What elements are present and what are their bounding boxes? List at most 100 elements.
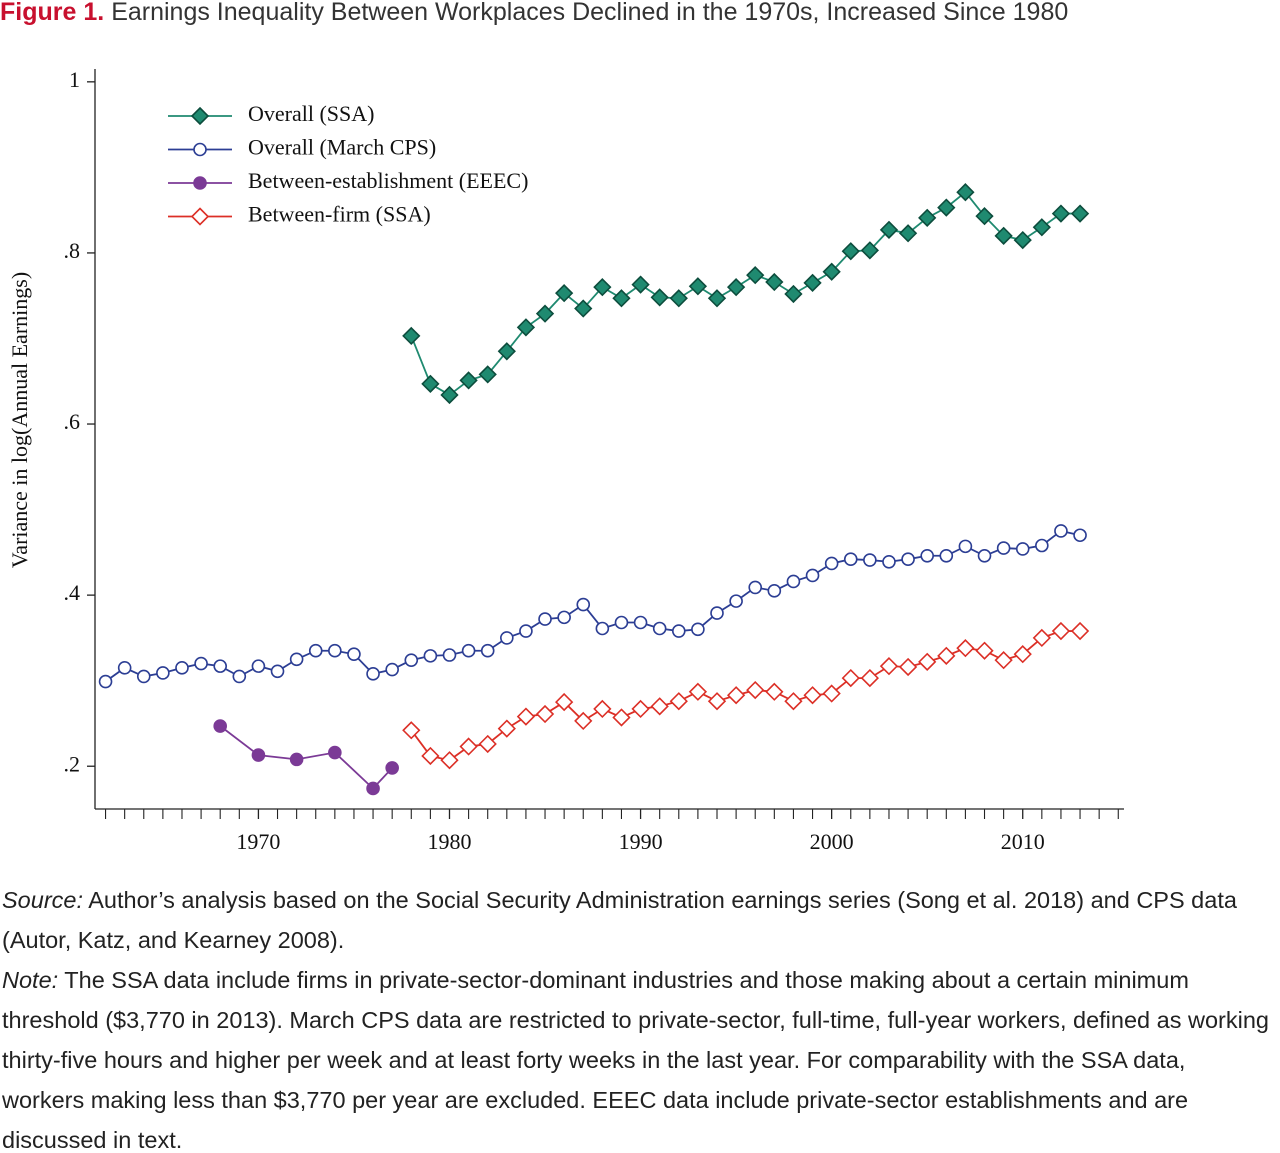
data-point <box>956 183 975 202</box>
data-point <box>669 692 688 711</box>
legend-marker <box>193 176 207 190</box>
data-point <box>882 554 896 569</box>
data-point <box>117 661 132 675</box>
data-point <box>1013 230 1032 250</box>
data-point <box>385 662 399 677</box>
y-tick-label: .8 <box>64 238 81 263</box>
data-point <box>822 262 841 281</box>
data-point <box>535 704 555 724</box>
data-point <box>289 652 304 667</box>
data-point <box>746 266 765 285</box>
legend-marker <box>190 106 210 126</box>
y-tick-label: .6 <box>64 409 81 434</box>
note-label: Note: <box>2 967 59 993</box>
data-point <box>442 648 457 662</box>
data-point <box>765 682 784 701</box>
data-point <box>614 615 629 630</box>
data-point <box>404 653 419 667</box>
series-line <box>410 190 1081 397</box>
data-point <box>175 661 189 675</box>
data-point <box>631 699 650 719</box>
data-point <box>555 692 574 712</box>
data-point <box>251 748 266 762</box>
data-point <box>593 278 612 297</box>
data-point <box>920 548 934 563</box>
data-point <box>1032 628 1051 648</box>
data-point <box>385 761 399 775</box>
data-point <box>748 580 763 595</box>
legend-label: Overall (SSA) <box>248 101 374 126</box>
source-text: Author’s analysis based on the Social Se… <box>2 887 1237 953</box>
data-point <box>1013 645 1032 664</box>
data-point <box>347 647 361 661</box>
data-point <box>631 275 650 294</box>
data-point <box>461 643 476 658</box>
data-point <box>726 686 746 705</box>
data-point <box>423 649 438 663</box>
data-point <box>516 318 536 337</box>
x-tick-label: 1980 <box>427 829 471 854</box>
data-point <box>308 643 323 658</box>
data-point <box>366 781 380 796</box>
data-point <box>918 208 937 227</box>
data-point <box>977 548 992 563</box>
legend-label: Overall (March CPS) <box>248 135 436 160</box>
source: Source: Author’s analysis based on the S… <box>2 880 1272 960</box>
data-point <box>767 584 782 598</box>
data-point <box>803 273 822 293</box>
x-tick-label: 1970 <box>236 829 280 854</box>
data-point <box>898 224 918 243</box>
data-point <box>650 288 669 307</box>
y-tick-label: .4 <box>64 580 81 605</box>
data-point <box>366 667 380 681</box>
data-point <box>593 699 612 719</box>
source-label: Source: <box>2 887 83 913</box>
legend-marker <box>190 207 210 226</box>
data-point <box>538 612 552 626</box>
data-point <box>691 622 705 637</box>
data-point <box>860 668 879 688</box>
data-point <box>671 624 686 638</box>
data-point <box>707 289 727 308</box>
data-point <box>803 686 822 705</box>
data-point <box>996 541 1011 555</box>
note: Note: The SSA data include firms in priv… <box>2 960 1272 1153</box>
data-point <box>497 719 516 738</box>
data-point <box>402 721 421 740</box>
data-point <box>898 657 918 677</box>
data-point <box>1054 524 1068 538</box>
data-point <box>824 556 839 571</box>
data-point <box>213 719 228 733</box>
data-point <box>500 631 514 645</box>
data-point <box>710 606 724 620</box>
title-text: Earnings Inequality Between Workplaces D… <box>111 0 1068 26</box>
data-point <box>939 548 954 563</box>
data-point <box>633 615 648 630</box>
data-point <box>194 656 208 671</box>
data-point <box>478 365 497 384</box>
data-point <box>421 746 440 766</box>
data-point <box>595 621 610 636</box>
data-point <box>440 751 459 770</box>
data-point <box>497 342 516 361</box>
data-point <box>289 752 304 767</box>
data-point <box>822 684 841 703</box>
data-point <box>98 674 113 689</box>
x-tick-label: 1990 <box>619 829 663 854</box>
legend-label: Between-establishment (EEEC) <box>248 168 528 193</box>
data-point <box>729 594 743 608</box>
data-point <box>863 553 877 567</box>
data-point <box>975 207 994 226</box>
data-point <box>516 707 536 726</box>
data-point <box>519 624 533 638</box>
data-point <box>994 651 1013 670</box>
data-point <box>612 289 631 308</box>
data-point <box>784 692 803 711</box>
note-text: The SSA data include firms in private-se… <box>2 967 1269 1153</box>
figure-label: Figure 1. <box>0 0 104 26</box>
data-point <box>136 669 151 684</box>
y-tick-label: 1 <box>69 67 80 92</box>
data-point <box>478 734 497 754</box>
data-point <box>956 639 975 658</box>
